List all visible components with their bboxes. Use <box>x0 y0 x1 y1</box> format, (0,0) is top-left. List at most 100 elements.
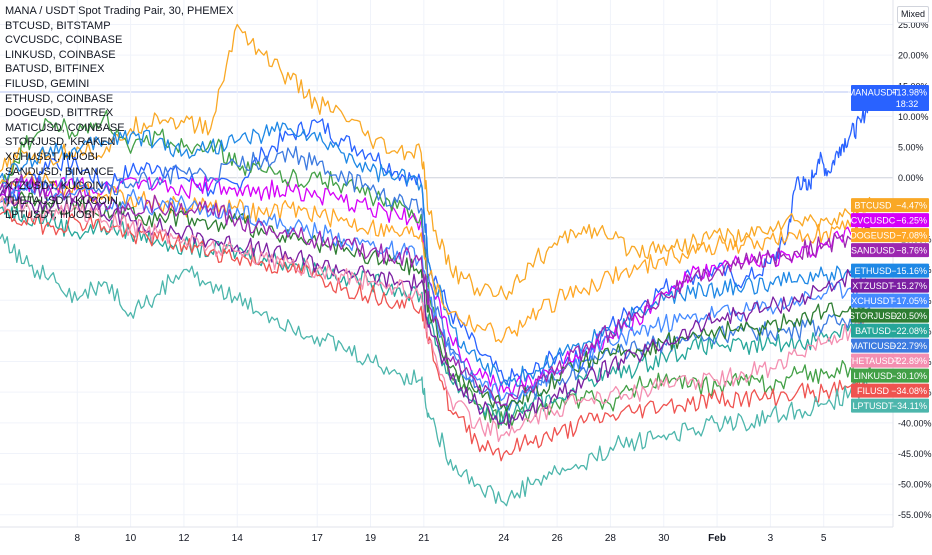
legend-item[interactable]: FILUSD, GEMINI <box>5 77 90 90</box>
label-value: −4.47% <box>896 201 927 211</box>
label-name: LPTUSDT <box>852 401 894 411</box>
legend-items: BTCUSD, BITSTAMP CVCUSDC, COINBASE LINKUSD… <box>5 19 233 223</box>
y-tick-label: -50.00% <box>898 480 932 490</box>
x-tick-label: 8 <box>75 533 81 544</box>
legend-item[interactable]: CVCUSDC, COINBASE <box>5 34 123 47</box>
label-value: +13.98% <box>891 88 927 98</box>
x-tick-label: 24 <box>498 533 510 544</box>
y-tick-label: -55.00% <box>898 510 932 520</box>
y-tick-label: 20.00% <box>898 51 929 61</box>
series-line <box>0 233 873 507</box>
label-value: −17.05% <box>891 296 927 306</box>
label-value: −34.08% <box>891 386 927 396</box>
series-value-label: LPTUSDT−34.11% <box>851 398 929 413</box>
x-tick-label: 26 <box>552 533 564 544</box>
label-name: MANAUSDT <box>848 88 899 98</box>
label-box <box>851 228 929 243</box>
series-line <box>0 189 873 430</box>
label-name: MATICUSD <box>850 341 897 351</box>
label-box <box>851 383 929 398</box>
label-name: LINKUSD <box>853 371 893 381</box>
y-tick-label: 25.00% <box>898 20 929 30</box>
series-value-label: XCHUSDT−17.05% <box>851 293 929 308</box>
legend-item[interactable]: SANDUSD, BINANCE <box>5 165 114 178</box>
label-value: −15.16% <box>891 266 927 276</box>
legend-item[interactable]: DOGEUSD, BITTREX <box>5 107 114 120</box>
y-tick-label: 10.00% <box>898 112 929 122</box>
label-name: DOGEUSD <box>850 231 896 241</box>
label-value: −7.08% <box>896 231 927 241</box>
label-value: −8.76% <box>896 246 927 256</box>
legend-item[interactable]: MATICUSD, COINBASE <box>5 121 125 134</box>
y-tick-label: -45.00% <box>898 449 932 459</box>
label-value: −30.10% <box>891 371 927 381</box>
x-tick-label: 10 <box>125 533 137 544</box>
label-box <box>851 308 929 323</box>
label-box <box>851 398 929 413</box>
label-name: SANDUSD <box>851 246 896 256</box>
label-box <box>851 85 929 112</box>
label-box <box>851 368 929 383</box>
label-name: BTCUSD <box>854 201 892 211</box>
scale-mode-button[interactable]: Mixed <box>897 6 929 23</box>
series-line <box>0 174 873 407</box>
x-tick-label: 12 <box>178 533 190 544</box>
series-line <box>0 91 873 388</box>
legend-item[interactable]: STORJUSD, KRAKEN <box>5 136 116 149</box>
series-value-label: CVCUSDC −6.25% <box>851 213 929 228</box>
series-line <box>0 195 873 443</box>
label-value: −22.89% <box>891 356 927 366</box>
legend-item[interactable]: ETHUSD, COINBASE <box>5 92 114 105</box>
label-value: −20.50% <box>891 311 927 321</box>
label-box <box>851 323 929 338</box>
label-box <box>851 198 929 213</box>
series-value-label: BTCUSD −4.47% <box>851 198 929 213</box>
x-tick-label: 28 <box>605 533 617 544</box>
legend-item[interactable]: BTCUSD, BITSTAMP <box>5 19 111 32</box>
x-tick-label: 17 <box>312 533 324 544</box>
series-value-label: LINKUSD−30.10% <box>851 368 929 383</box>
legend-item[interactable]: XTZUSDT, KUCOIN <box>5 180 104 193</box>
series-value-label: THETAUSDT−22.89% <box>846 353 929 368</box>
chart-legend: MANA / USDT Spot Trading Pair, 30, PHEME… <box>5 4 233 223</box>
series-line <box>0 145 873 411</box>
series-value-label: STORJUSD−20.50% <box>849 308 929 323</box>
label-box <box>851 278 929 293</box>
series-line <box>0 208 873 462</box>
label-name: STORJUSD <box>849 311 898 321</box>
legend-item[interactable]: THETAUSDT, KUCOIN <box>5 194 118 207</box>
label-name: XTZUSDT <box>852 281 894 291</box>
label-time: 18:32 <box>896 99 919 109</box>
y-axis: 25.00%20.00%15.00%10.00%5.00%0.00%-5.00%… <box>892 0 932 527</box>
series-value-label: DOGEUSD −7.08% <box>850 228 929 243</box>
x-tick-label: 14 <box>232 533 244 544</box>
series-value-label: ETHUSD −15.16% <box>851 263 929 278</box>
series-value-label: XTZUSDT−15.27% <box>851 278 929 293</box>
legend-item[interactable]: LPTUSDT, HUOBI <box>5 209 95 222</box>
legend-item[interactable]: BATUSD, BITFINEX <box>5 63 105 76</box>
chart-title: MANA / USDT Spot Trading Pair, 30, PHEME… <box>5 5 234 17</box>
label-value: −34.11% <box>892 401 927 411</box>
label-name: CVCUSDC <box>851 216 896 226</box>
label-value: −22.08% <box>891 326 927 336</box>
x-axis: 8 10 12 14 17 19 21 24 26 28 30 Feb 3 5 <box>0 526 893 544</box>
series-value-label: SANDUSD −8.76% <box>851 243 929 258</box>
label-box <box>851 293 929 308</box>
label-name: FILUSD <box>857 386 890 396</box>
legend-item[interactable]: LINKUSD, COINBASE <box>5 48 116 61</box>
label-box <box>851 338 929 353</box>
series-lines <box>0 23 873 507</box>
series-value-label: MANAUSDT+13.98%18:32 <box>848 85 929 112</box>
label-name: XCHUSDT <box>851 296 895 306</box>
label-value: −6.25% <box>896 216 927 226</box>
series-line <box>0 191 872 412</box>
x-tick-label: 21 <box>418 533 430 544</box>
series-line <box>0 23 873 301</box>
y-tick-label: 5.00% <box>898 143 924 153</box>
x-tick-label: Feb <box>708 533 726 544</box>
legend-item[interactable]: XCHUSDT, HUOBI <box>5 150 98 163</box>
series-line <box>0 121 873 387</box>
